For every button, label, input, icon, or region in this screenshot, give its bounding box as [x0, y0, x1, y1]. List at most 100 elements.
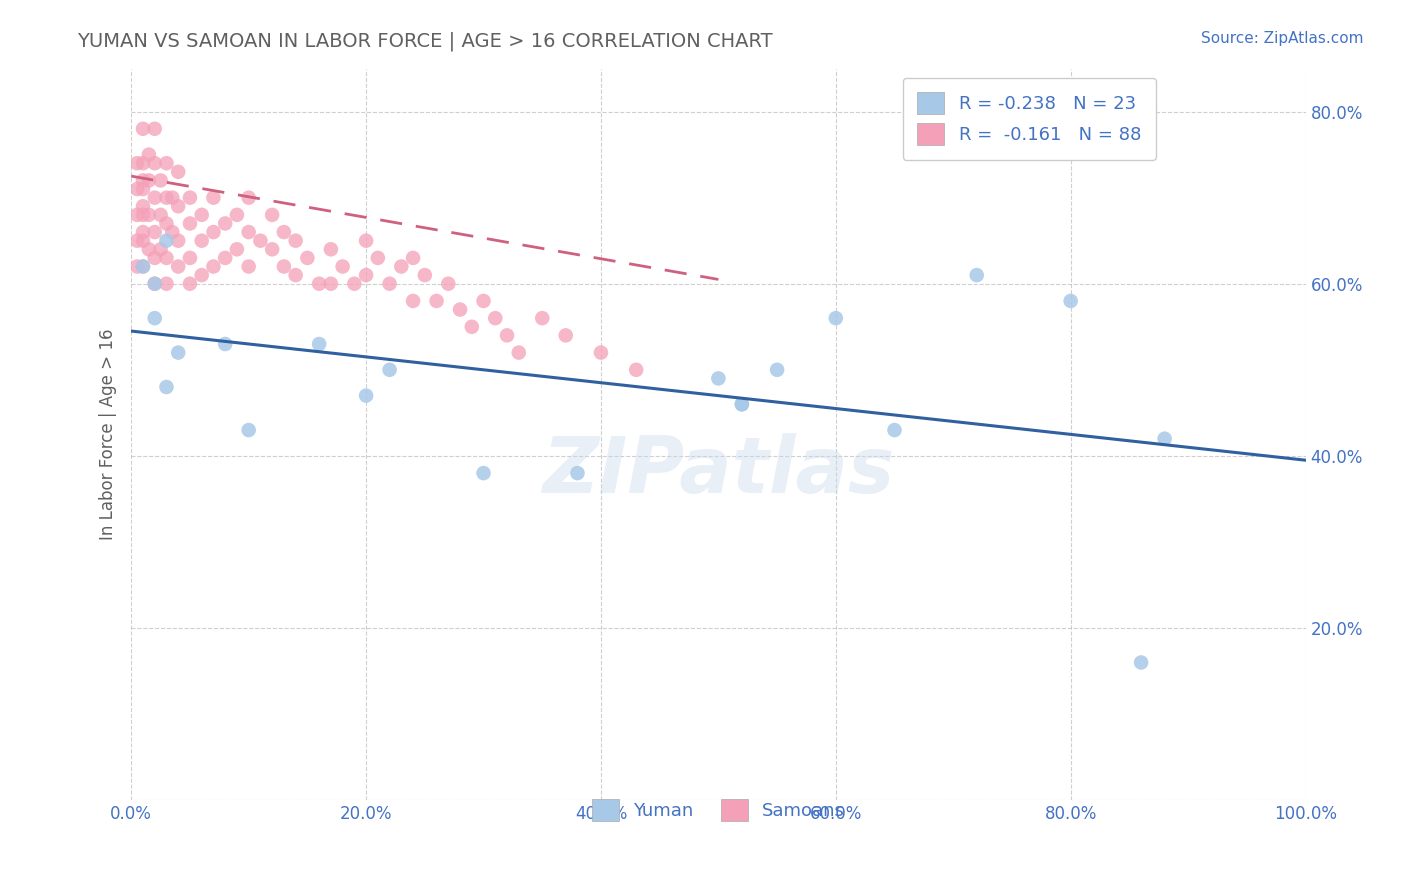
Point — [472, 466, 495, 480]
Point — [449, 302, 471, 317]
Point — [167, 199, 190, 213]
Point — [214, 217, 236, 231]
Point — [766, 363, 789, 377]
Point — [132, 260, 155, 274]
Point — [155, 277, 177, 291]
Point — [138, 242, 160, 256]
Point — [190, 234, 212, 248]
Point — [179, 191, 201, 205]
Point — [127, 182, 149, 196]
Point — [132, 173, 155, 187]
Point — [496, 328, 519, 343]
Point — [437, 277, 460, 291]
Point — [378, 363, 401, 377]
Point — [273, 260, 295, 274]
Point — [624, 363, 647, 377]
Text: ZIPatlas: ZIPatlas — [543, 433, 894, 509]
Point — [167, 165, 190, 179]
Point — [1130, 656, 1153, 670]
Point — [190, 208, 212, 222]
Point — [966, 268, 988, 282]
Point — [132, 260, 155, 274]
Point — [155, 156, 177, 170]
Point — [354, 234, 377, 248]
Point — [167, 260, 190, 274]
Point — [127, 156, 149, 170]
Point — [319, 277, 342, 291]
Point — [226, 242, 249, 256]
Point — [155, 234, 177, 248]
Point — [238, 260, 260, 274]
Point — [155, 191, 177, 205]
Point — [179, 251, 201, 265]
Point — [389, 260, 412, 274]
Point — [202, 260, 225, 274]
Point — [155, 251, 177, 265]
Point — [238, 225, 260, 239]
Point — [143, 191, 166, 205]
Point — [132, 208, 155, 222]
Point — [413, 268, 436, 282]
Point — [138, 208, 160, 222]
Point — [214, 251, 236, 265]
Point — [332, 260, 354, 274]
Legend: Yuman, Samoans: Yuman, Samoans — [578, 784, 859, 835]
Point — [149, 242, 172, 256]
Point — [273, 225, 295, 239]
Point — [226, 208, 249, 222]
Point — [284, 234, 307, 248]
Y-axis label: In Labor Force | Age > 16: In Labor Force | Age > 16 — [100, 328, 117, 541]
Point — [402, 251, 425, 265]
Point — [472, 293, 495, 308]
Text: YUMAN VS SAMOAN IN LABOR FORCE | AGE > 16 CORRELATION CHART: YUMAN VS SAMOAN IN LABOR FORCE | AGE > 1… — [77, 31, 773, 51]
Point — [162, 191, 184, 205]
Point — [378, 277, 401, 291]
Point — [138, 147, 160, 161]
Point — [297, 251, 319, 265]
Point — [238, 191, 260, 205]
Point — [262, 208, 284, 222]
Point — [367, 251, 389, 265]
Point — [132, 156, 155, 170]
Point — [143, 225, 166, 239]
Point — [127, 208, 149, 222]
Point — [132, 121, 155, 136]
Point — [149, 173, 172, 187]
Point — [1153, 432, 1175, 446]
Point — [531, 311, 554, 326]
Point — [143, 251, 166, 265]
Point — [149, 208, 172, 222]
Point — [308, 337, 330, 351]
Point — [143, 311, 166, 326]
Point — [214, 337, 236, 351]
Point — [731, 397, 754, 411]
Point — [343, 277, 366, 291]
Point — [554, 328, 576, 343]
Point — [155, 217, 177, 231]
Point — [132, 225, 155, 239]
Point — [179, 277, 201, 291]
Point — [319, 242, 342, 256]
Point — [308, 277, 330, 291]
Point — [484, 311, 506, 326]
Point — [179, 217, 201, 231]
Point — [354, 389, 377, 403]
Point — [132, 182, 155, 196]
Point — [143, 121, 166, 136]
Point — [1059, 293, 1081, 308]
Point — [190, 268, 212, 282]
Point — [824, 311, 846, 326]
Point — [202, 225, 225, 239]
Point — [707, 371, 730, 385]
Point — [354, 268, 377, 282]
Point — [461, 319, 484, 334]
Point — [167, 234, 190, 248]
Point — [567, 466, 589, 480]
Point — [425, 293, 447, 308]
Point — [589, 345, 612, 359]
Point — [284, 268, 307, 282]
Point — [132, 199, 155, 213]
Point — [167, 345, 190, 359]
Point — [155, 380, 177, 394]
Point — [143, 156, 166, 170]
